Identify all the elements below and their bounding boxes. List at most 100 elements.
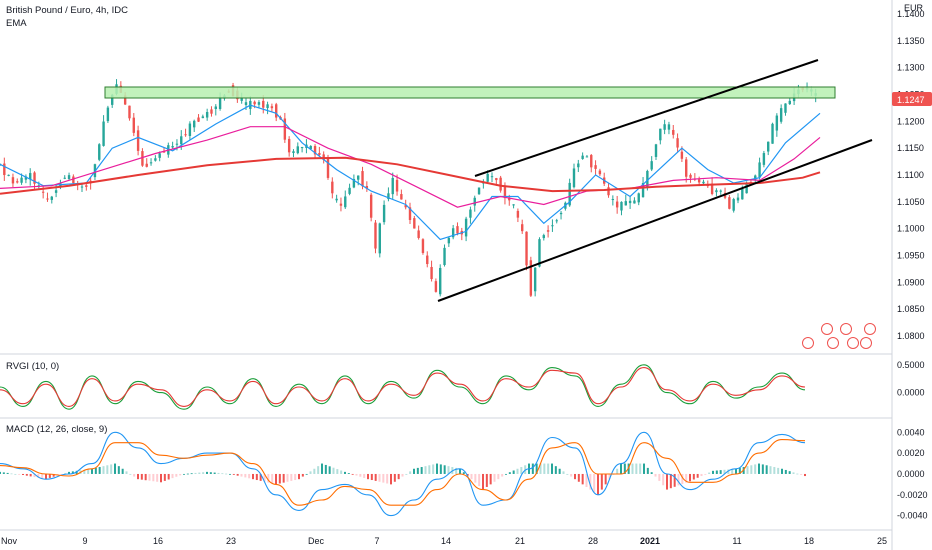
macd-histogram-bar xyxy=(761,464,764,474)
candle-body xyxy=(98,144,101,160)
candle-body xyxy=(205,112,209,118)
candle-body xyxy=(240,98,243,101)
candle-body xyxy=(598,170,602,175)
candle-body xyxy=(585,156,589,158)
macd-histogram-bar xyxy=(413,468,415,474)
macd-histogram-bar xyxy=(443,465,446,474)
macd-histogram-bar xyxy=(221,473,224,475)
resistance-zone[interactable] xyxy=(104,86,836,99)
macd-histogram-bar xyxy=(455,467,458,474)
candle-body xyxy=(270,106,274,109)
candle-body xyxy=(128,105,131,119)
candle-body xyxy=(533,267,537,292)
candle-body xyxy=(11,177,15,184)
macd-histogram-bar xyxy=(317,466,320,474)
macd-histogram-bar xyxy=(229,473,231,475)
macd-histogram-bar xyxy=(405,473,408,475)
candle-body xyxy=(374,222,377,249)
candle-body xyxy=(80,186,84,188)
macd-histogram-bar xyxy=(535,463,538,474)
macd-histogram-bar xyxy=(33,473,36,478)
macd-histogram-bar xyxy=(432,464,435,474)
macd-histogram-bar xyxy=(428,465,431,474)
candle-body xyxy=(551,225,554,227)
candle-body xyxy=(715,190,718,193)
candle-body xyxy=(154,158,157,161)
macd-histogram-bar xyxy=(41,473,44,479)
macd-histogram-bar xyxy=(25,473,28,476)
macd-histogram-bar xyxy=(459,468,461,474)
candle-body xyxy=(624,201,627,206)
macd-histogram-bar xyxy=(554,466,557,474)
candle-body xyxy=(369,194,373,218)
macd-histogram-bar xyxy=(669,473,672,489)
time-tick-label: 7 xyxy=(374,536,379,546)
candle-body xyxy=(754,175,757,180)
candle-body xyxy=(63,177,66,179)
candle-body xyxy=(210,109,213,114)
candle-body xyxy=(352,178,356,188)
macd-histogram-bar xyxy=(263,473,266,482)
macd-histogram-bar xyxy=(773,467,776,474)
macd-histogram-bar xyxy=(359,473,362,477)
candle-body xyxy=(676,138,679,148)
macd-histogram-bar xyxy=(114,463,116,474)
macd-histogram-bar xyxy=(416,467,419,474)
macd-histogram-bar xyxy=(558,468,561,474)
last-price-value: 1.1247 xyxy=(897,95,925,105)
macd-histogram-bar xyxy=(2,472,5,474)
candle-body xyxy=(447,237,451,244)
candle-body xyxy=(106,107,110,122)
macd-histogram-bar xyxy=(60,473,63,475)
macd-tick-label: -0.0020 xyxy=(897,490,928,500)
macd-histogram-bar xyxy=(750,465,753,474)
candle-body xyxy=(175,143,179,145)
macd-histogram-bar xyxy=(144,473,147,481)
channel-upper-line[interactable] xyxy=(474,59,819,177)
macd-histogram-bar xyxy=(570,473,573,477)
macd-histogram-bar xyxy=(152,473,155,482)
candle-body xyxy=(646,170,649,188)
macd-histogram-bar xyxy=(336,469,339,474)
macd-histogram-bar xyxy=(102,466,105,474)
price-axis[interactable]: 1.14001.13501.13001.12501.12001.11501.11… xyxy=(897,9,925,341)
macd-histogram-bar xyxy=(581,473,584,485)
macd-histogram-bar xyxy=(600,473,603,490)
macd-histogram-bar xyxy=(52,473,55,477)
candle-body xyxy=(54,190,58,193)
time-axis[interactable]: Nov 9 16 23 Dec 7 14 21 28 2021 11 18 25 xyxy=(1,536,887,546)
macd-histogram-bar xyxy=(140,473,143,480)
candle-body xyxy=(287,138,291,153)
ideas-icons[interactable] xyxy=(802,323,876,349)
candle-body xyxy=(775,115,779,131)
price-tick-label: 1.1050 xyxy=(897,197,925,207)
macd-histogram-bar xyxy=(796,473,799,475)
candle-body xyxy=(16,181,19,183)
macd-histogram-bar xyxy=(286,473,289,482)
time-tick-label: 2021 xyxy=(640,536,660,546)
candle-body xyxy=(654,144,658,157)
macd-histogram-bar xyxy=(10,473,13,475)
ema_slow-line xyxy=(0,156,821,195)
channel-lower-line[interactable] xyxy=(437,139,873,302)
rvgi-tick-label: 0.0000 xyxy=(897,388,925,398)
candle-body xyxy=(296,146,299,154)
macd-histogram-bar xyxy=(83,469,86,474)
macd-histogram-bar xyxy=(501,473,504,477)
macd-histogram-bar xyxy=(658,473,661,481)
macd-title: MACD (12, 26, close, 9) xyxy=(6,424,107,435)
macd-histogram-bar xyxy=(194,472,197,474)
macd-histogram-bar xyxy=(275,473,277,485)
candle-body xyxy=(490,176,494,178)
macd-histogram-bar xyxy=(781,468,783,474)
candle-body xyxy=(477,187,481,195)
candle-body xyxy=(628,200,632,204)
candle-body xyxy=(637,193,640,203)
macd-histogram-bar xyxy=(635,463,638,474)
time-tick-label: 25 xyxy=(877,536,887,546)
macd-histogram-bar xyxy=(309,471,312,474)
macd-histogram-bar xyxy=(681,473,684,485)
candle-body xyxy=(7,174,10,176)
candle-body xyxy=(218,96,222,109)
